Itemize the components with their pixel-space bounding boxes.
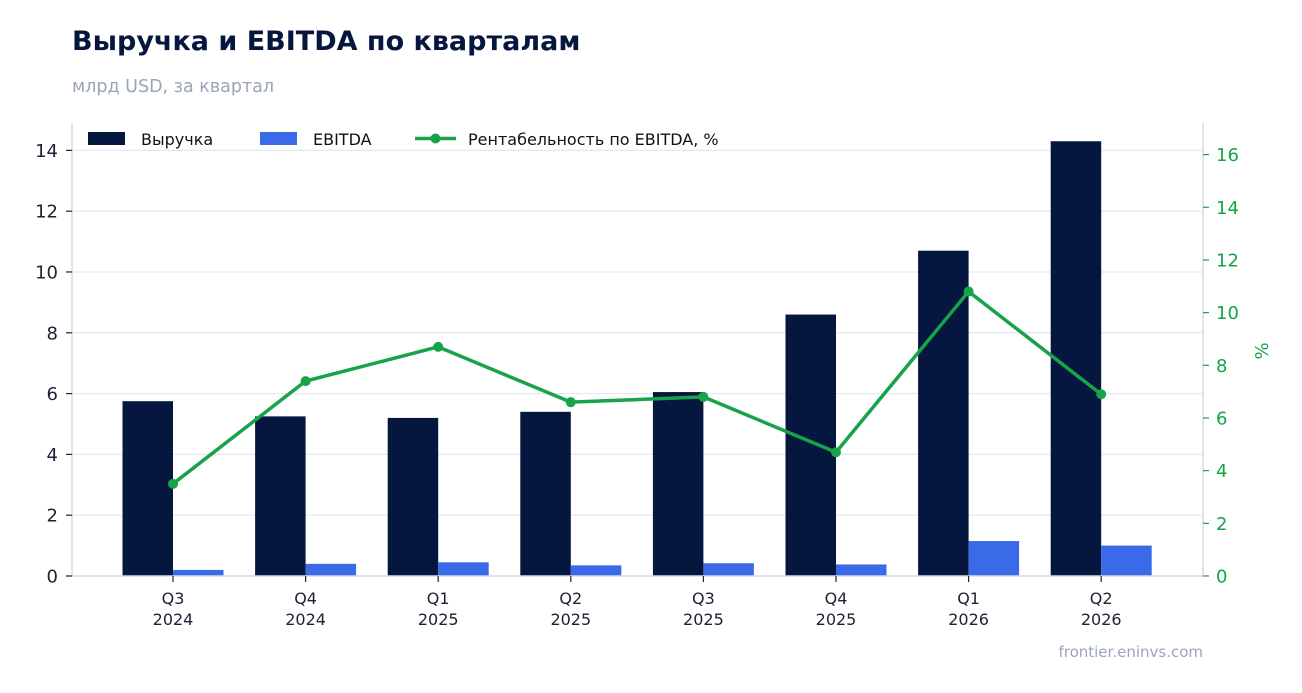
ebitda-bar <box>173 569 224 576</box>
y2-tick-label: 8 <box>1216 356 1227 377</box>
ebitda-bar <box>438 562 489 576</box>
x-tick-label: 2024 <box>285 610 326 629</box>
y2-tick-label: 2 <box>1216 514 1227 535</box>
y-tick-label: 4 <box>47 445 58 466</box>
y-tick-label: 8 <box>47 323 58 344</box>
chart-title: Выручка и EBITDA по кварталам <box>72 26 581 57</box>
margin-point <box>831 447 841 458</box>
revenue-bar <box>255 416 306 576</box>
x-tick-label: Q1 <box>427 589 450 608</box>
margin-point <box>1096 389 1107 400</box>
margin-point <box>565 397 576 408</box>
bars <box>122 141 1152 576</box>
x-tick-label: 2025 <box>550 610 591 629</box>
legend-swatch-margin-point <box>430 133 441 144</box>
y-tick-label: 14 <box>35 141 58 162</box>
legend-label-margin: Рентабельность по EBITDA, % <box>468 130 719 149</box>
y-tick-label: 10 <box>35 262 58 283</box>
x-tick-label: 2026 <box>948 610 989 629</box>
ebitda-bar <box>305 563 357 576</box>
y2-tick-label: 16 <box>1216 145 1239 166</box>
revenue-bar <box>652 392 704 576</box>
source-label: frontier.eninvs.com <box>1058 643 1203 661</box>
y-tick-label: 6 <box>47 384 58 405</box>
margin-line <box>171 289 1103 486</box>
revenue-bar <box>1050 141 1102 576</box>
x-tick-label: Q3 <box>162 589 185 608</box>
margin-point <box>698 391 709 402</box>
y2-tick-label: 12 <box>1216 250 1239 271</box>
margin-point <box>433 341 444 352</box>
grid-lines <box>72 149 1203 516</box>
revenue-bar <box>785 314 836 576</box>
legend: Выручка EBITDA Рентабельность по EBITDA, % <box>88 130 719 149</box>
y2-axis-label: % <box>1252 342 1273 359</box>
y2-tick-label: 4 <box>1216 461 1227 482</box>
y-tick-label: 12 <box>35 202 58 223</box>
legend-label-revenue: Выручка <box>141 130 213 149</box>
x-tick-label: Q2 <box>559 589 582 608</box>
legend-label-ebitda: EBITDA <box>313 130 372 149</box>
revenue-bar <box>520 411 571 576</box>
x-tick-label: 2025 <box>816 610 857 629</box>
revenue-bar <box>918 250 969 576</box>
x-tick-label: Q3 <box>692 589 715 608</box>
x-tick-label: 2026 <box>1081 610 1122 629</box>
margin-point <box>300 376 311 387</box>
y2-tick-label: 0 <box>1216 567 1227 588</box>
ebitda-bar <box>703 563 754 576</box>
x-tick-label: 2024 <box>153 610 194 629</box>
ebitda-bar <box>1101 545 1152 576</box>
ebitda-bar <box>968 541 1020 576</box>
y2-tick-label: 14 <box>1216 198 1239 219</box>
y2-tick-label: 6 <box>1216 408 1227 429</box>
legend-swatch-ebitda <box>260 132 297 145</box>
x-tick-label: Q4 <box>294 589 317 608</box>
legend-swatch-revenue <box>88 132 125 145</box>
revenue-bar <box>387 417 439 576</box>
margin-point <box>168 478 178 489</box>
y-tick-label: 2 <box>47 506 58 527</box>
chart-subtitle: млрд USD, за квартал <box>72 77 275 97</box>
ebitda-bar <box>570 565 622 576</box>
x-tick-label: 2025 <box>683 610 724 629</box>
margin-line-layer <box>168 286 1107 489</box>
x-tick-label: Q1 <box>957 589 980 608</box>
x-tick-label: Q2 <box>1090 589 1113 608</box>
y2-tick-label: 10 <box>1216 303 1239 324</box>
margin-point <box>963 286 974 297</box>
axes: 0 2 4 6 8 10 12 14 0 2 4 6 8 10 12 14 16% Q3 2024 Q4 2024 Q1 2… <box>35 123 1273 629</box>
revenue-bar <box>122 401 173 576</box>
x-tick-label: Q4 <box>825 589 848 608</box>
y-tick-label: 0 <box>47 567 58 588</box>
ebitda-bar <box>836 564 887 576</box>
x-tick-label: 2025 <box>418 610 459 629</box>
